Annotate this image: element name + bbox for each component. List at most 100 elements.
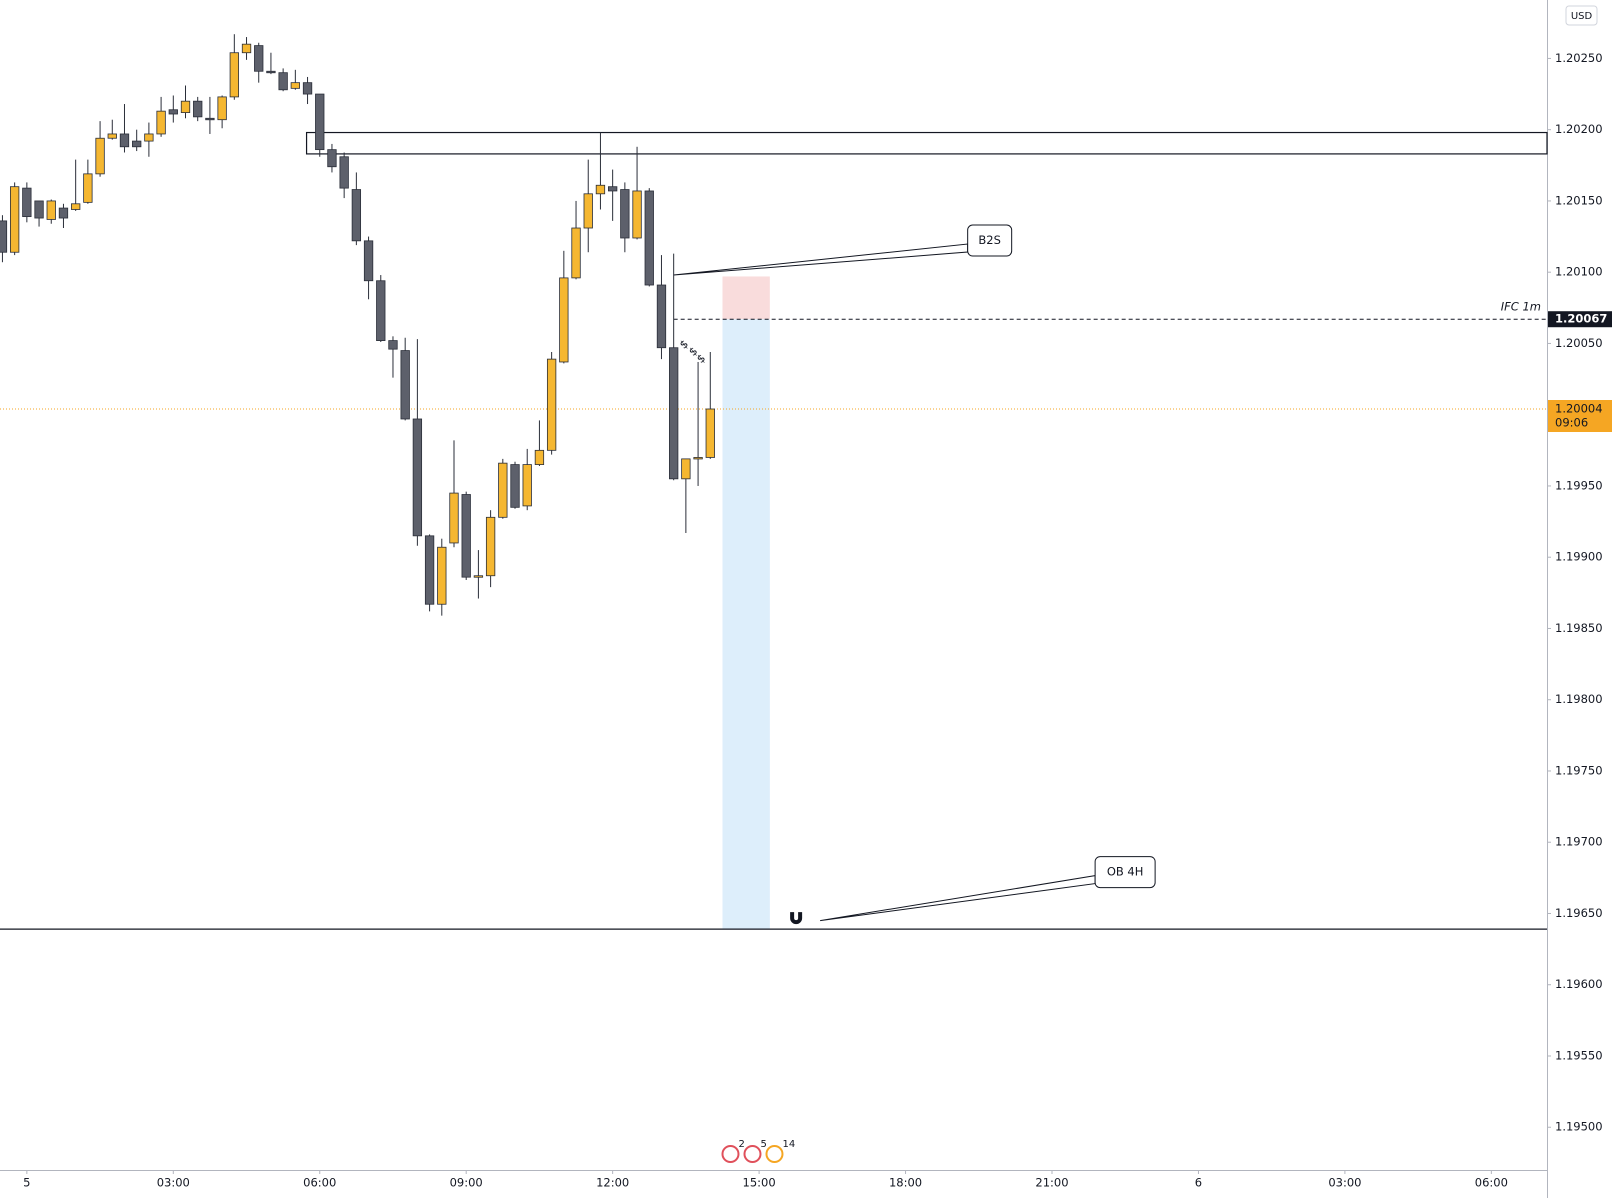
x-tick-label: 15:00 [743,1176,776,1190]
candle-body [205,117,215,121]
candle-body [546,358,557,451]
x-tick-label: 12:00 [596,1176,629,1190]
y-tick-label: 1.19900 [1555,550,1603,564]
y-tick-label: 1.20150 [1555,193,1603,207]
supply-zone [305,131,1548,155]
candle-body [681,458,691,480]
candle-body [363,240,374,282]
candle-body [705,408,715,458]
y-tick-label: 1.19550 [1555,1048,1603,1062]
x-tick-label: 09:00 [450,1176,483,1190]
stop-area [722,276,770,320]
x-tick-label: 03:00 [1328,1176,1361,1190]
candle-body [46,200,56,220]
y-tick-label: 1.20250 [1555,51,1603,65]
currency-box [1565,5,1598,26]
candle-body [424,535,435,605]
candle-body [107,133,117,139]
y-tick-label: 1.19850 [1555,621,1603,635]
x-tick-label: 06:00 [1475,1176,1508,1190]
y-tick-label: 1.19500 [1555,1120,1603,1134]
candle-body [95,137,105,175]
candle-body [58,207,69,219]
candle-body [400,350,410,420]
magnet-icon [790,912,803,925]
y-tick-label: 1.20050 [1555,336,1603,350]
candle-body [119,133,130,148]
callout-box [967,224,1013,257]
candle-body [327,149,337,168]
countdown-label: 09:06 [1555,416,1588,430]
x-tick-label: 03:00 [157,1176,190,1190]
candle-body [412,418,423,537]
y-tick-label: 1.19800 [1555,692,1603,706]
candle-body [437,546,447,605]
ifc-price-box [1548,311,1612,328]
candle-body [180,100,191,113]
candle-body [461,494,471,578]
candle-body [144,133,154,142]
candle-body [656,284,667,349]
candle-body [669,347,679,480]
candle-body [168,109,178,115]
candle-body [302,82,313,95]
candle-body [595,184,606,195]
candle-body [193,100,203,118]
candle-body [22,187,32,218]
callout-box [1094,856,1156,889]
candle-body [498,462,508,518]
candle-body [266,70,276,74]
candle-body [278,72,288,91]
candle-body [156,110,166,135]
candle-body [132,140,142,148]
ifc-label: IFC 1m [1501,300,1541,314]
event-icon [765,1145,784,1163]
candle-body [632,190,642,239]
y-tick-label: 1.19600 [1555,977,1603,991]
y-tick-label: 1.19950 [1555,478,1603,492]
x-tick-label: 18:00 [889,1176,922,1190]
candle-body [620,189,630,239]
candle-body [339,156,349,189]
candle-body [510,464,520,508]
candle-body [229,52,239,98]
candle-body [351,189,362,242]
y-tick-label: 1.19650 [1555,906,1603,920]
candle-body [241,43,252,54]
event-count: 5 [760,1139,766,1150]
x-tick-label: 06:00 [303,1176,336,1190]
y-tick-label: 1.19750 [1555,763,1603,777]
candle-body [693,457,703,460]
x-tick-label: 21:00 [1035,1176,1068,1190]
target-area [722,319,770,930]
event-count: 14 [782,1139,795,1150]
candle-body [83,173,93,203]
candle-body [485,516,496,577]
callout-text: OB 4H [1107,865,1144,879]
currency: USD [1571,11,1593,22]
candle-body [388,340,398,350]
last-price-label: 1.20004 [1555,402,1603,416]
candle-body [644,190,654,286]
candle-body [522,464,532,507]
candle-body [34,200,44,219]
last-price-box [1548,400,1612,433]
candle-body [9,186,20,253]
candle-body [473,575,484,578]
y-tick-label: 1.20100 [1555,265,1603,279]
event-icon [743,1145,762,1163]
candle-body [571,227,581,279]
callout-text: B2S [978,233,1001,247]
candle-body [290,82,300,89]
candle-body [559,277,569,363]
x-tick-label: 6 [1195,1176,1202,1190]
y-tick-label: 1.19700 [1555,835,1603,849]
candle-body [607,186,618,192]
candle-body [71,203,81,210]
ifc-price-label: 1.20067 [1555,312,1607,326]
candle-body [583,193,593,229]
candle-body [534,449,545,465]
event-icon [721,1145,740,1163]
